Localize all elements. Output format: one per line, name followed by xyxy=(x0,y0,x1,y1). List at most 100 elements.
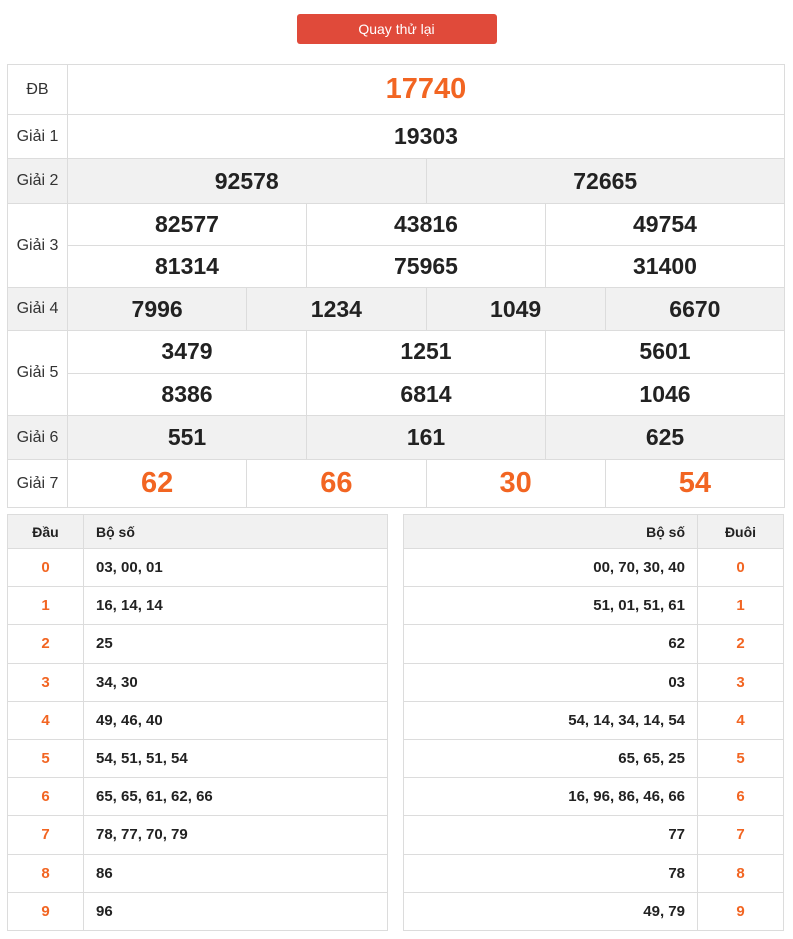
prize-label: Giải 6 xyxy=(8,416,68,459)
prize-number: 75965 xyxy=(306,246,545,287)
prize-number: 17740 xyxy=(385,73,467,105)
loto-header-row: Bộ số Đuôi xyxy=(404,515,783,548)
number-list: 49, 46, 40 xyxy=(96,711,163,729)
prize-number: 1234 xyxy=(246,288,425,330)
prize-label: Giải 1 xyxy=(8,115,68,158)
tail-digit: 6 xyxy=(697,778,783,816)
prize-row-6: Giải 6 551 161 625 xyxy=(8,415,784,459)
prize-number: 66 xyxy=(246,460,425,507)
number-list: 86 xyxy=(96,864,113,882)
head-digit: 5 xyxy=(8,739,84,778)
head-digit: 8 xyxy=(8,854,84,892)
prize-label: Giải 5 xyxy=(8,331,68,415)
prize-number: 625 xyxy=(545,416,784,459)
prize-number: 7996 xyxy=(131,295,183,322)
head-digit: 6 xyxy=(8,778,84,816)
loto-row: 49, 79 9 xyxy=(404,891,783,930)
loto-row: 16, 96, 86, 46, 66 6 xyxy=(404,777,783,816)
prize-number: 81314 xyxy=(155,253,219,279)
prize-number: 31400 xyxy=(545,246,784,287)
loto-header-row: Đầu Bộ số xyxy=(8,515,387,548)
loto-row: 7 78, 77, 70, 79 xyxy=(8,815,387,854)
prize-number: 54 xyxy=(604,460,784,507)
loto-row: 1 16, 14, 14 xyxy=(8,586,387,625)
prize-row-3: Giải 3 82577 43816 49754 81314 75965 314… xyxy=(8,203,784,287)
prize-number: 1251 xyxy=(306,331,545,373)
tail-digit: 3 xyxy=(697,663,783,701)
prize-number: 6670 xyxy=(604,288,784,330)
prize-number: 43816 xyxy=(306,204,545,245)
tail-digit: 7 xyxy=(697,816,783,854)
tail-digit: 0 xyxy=(697,549,783,587)
prize-label: Giải 7 xyxy=(8,460,68,507)
loto-row: 3 34, 30 xyxy=(8,662,387,701)
loto-row: 00, 70, 30, 40 0 xyxy=(404,548,783,587)
loto-row: 4 49, 46, 40 xyxy=(8,700,387,739)
tail-digit: 4 xyxy=(697,701,783,739)
prize-number: 3479 xyxy=(161,338,213,365)
loto-row: 51, 01, 51, 61 1 xyxy=(404,586,783,625)
prize-row-4: Giải 4 7996 1234 1049 6670 xyxy=(8,287,784,330)
header-numbers: Bộ số xyxy=(646,523,685,540)
results-table: ĐB 17740 Giải 1 19303 Giải 2 92578 72665… xyxy=(7,64,785,508)
prize-label: Giải 3 xyxy=(8,204,68,287)
number-list: 03, 00, 01 xyxy=(96,559,163,577)
number-list: 54, 51, 51, 54 xyxy=(96,750,188,768)
loto-row: 8 86 xyxy=(8,853,387,892)
prize-number: 30 xyxy=(425,460,605,507)
number-list: 62 xyxy=(668,635,685,653)
prize-label: Giải 2 xyxy=(8,159,68,203)
header-head: Đầu xyxy=(8,515,84,548)
prize-row-1: Giải 1 19303 xyxy=(8,114,784,158)
loto-row: 77 7 xyxy=(404,815,783,854)
prize-number: 92578 xyxy=(214,167,279,194)
prize-number: 6814 xyxy=(306,373,545,415)
prize-number: 1046 xyxy=(545,373,784,415)
number-list: 25 xyxy=(96,635,113,653)
number-list: 16, 96, 86, 46, 66 xyxy=(568,788,685,806)
prize-row-5: Giải 5 3479 1251 5601 8386 6814 1046 xyxy=(8,330,784,415)
loto-tail-table: Bộ số Đuôi 00, 70, 30, 40 0 51, 01, 51, 61… xyxy=(403,514,784,931)
loto-row: 78 8 xyxy=(404,853,783,892)
number-list: 65, 65, 25 xyxy=(618,750,685,768)
prize-number: 62 xyxy=(140,467,174,499)
prize-number: 161 xyxy=(306,416,545,459)
number-list: 49, 79 xyxy=(643,902,685,920)
prize-number: 5601 xyxy=(545,331,784,373)
loto-row: 03 3 xyxy=(404,662,783,701)
number-list: 51, 01, 51, 61 xyxy=(593,597,685,615)
prize-label: Giải 4 xyxy=(8,288,68,330)
prize-number: 551 xyxy=(167,424,207,450)
head-digit: 9 xyxy=(8,892,84,930)
tail-digit: 2 xyxy=(697,625,783,663)
number-list: 54, 14, 34, 14, 54 xyxy=(568,711,685,729)
head-digit: 4 xyxy=(8,701,84,739)
number-list: 78 xyxy=(668,864,685,882)
number-list: 65, 65, 61, 62, 66 xyxy=(96,788,213,806)
prize-number: 72665 xyxy=(425,159,785,203)
loto-row: 54, 14, 34, 14, 54 4 xyxy=(404,700,783,739)
prize-number: 19303 xyxy=(394,123,458,149)
prize-number: 82577 xyxy=(155,211,219,237)
prize-row-special: ĐB 17740 xyxy=(8,65,784,114)
prize-number: 8386 xyxy=(161,380,213,407)
number-list: 34, 30 xyxy=(96,673,138,691)
number-list: 16, 14, 14 xyxy=(96,597,163,615)
retry-button[interactable]: Quay thử lại xyxy=(296,14,497,44)
number-list: 78, 77, 70, 79 xyxy=(96,826,188,844)
prize-label: ĐB xyxy=(8,65,68,114)
loto-row: 0 03, 00, 01 xyxy=(8,548,387,587)
tail-digit: 5 xyxy=(697,739,783,778)
head-digit: 0 xyxy=(8,549,84,587)
number-list: 96 xyxy=(96,902,113,920)
tail-digit: 9 xyxy=(697,892,783,930)
loto-row: 9 96 xyxy=(8,891,387,930)
loto-head-table: Đầu Bộ số 0 03, 00, 01 1 16, 14, 14 2 25 3 34, … xyxy=(7,514,388,931)
prize-row-2: Giải 2 92578 72665 xyxy=(8,158,784,203)
loto-row: 2 25 xyxy=(8,624,387,663)
loto-row: 6 65, 65, 61, 62, 66 xyxy=(8,777,387,816)
prize-number: 49754 xyxy=(545,204,784,245)
prize-row-7: Giải 7 62 66 30 54 xyxy=(8,459,784,507)
number-list: 00, 70, 30, 40 xyxy=(593,559,685,577)
header-tail: Đuôi xyxy=(697,515,783,548)
